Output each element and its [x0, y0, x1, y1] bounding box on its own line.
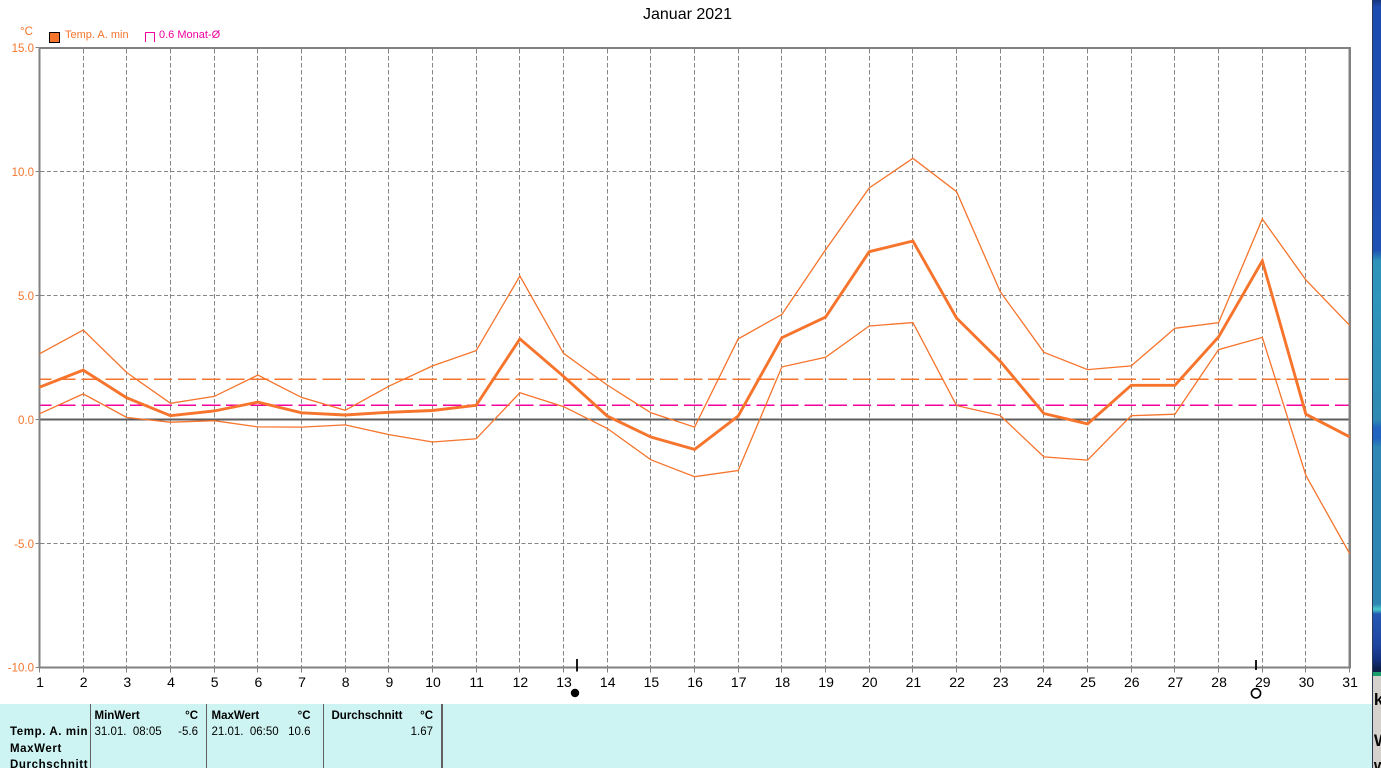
- svg-text:0.0: 0.0: [18, 415, 34, 427]
- svg-text:4: 4: [167, 674, 175, 690]
- svg-text:30: 30: [1299, 674, 1315, 690]
- svg-text:8: 8: [342, 674, 350, 690]
- svg-text:7: 7: [298, 674, 306, 690]
- svg-text:5.0: 5.0: [18, 291, 34, 303]
- svg-text:31: 31: [1342, 674, 1358, 690]
- svg-text:2: 2: [80, 674, 88, 690]
- svg-text:12: 12: [513, 674, 529, 690]
- svg-text:10.0: 10.0: [12, 167, 34, 179]
- svg-text:29: 29: [1255, 674, 1271, 690]
- svg-text:28: 28: [1211, 674, 1227, 690]
- svg-text:16: 16: [687, 674, 703, 690]
- svg-text:21: 21: [906, 674, 922, 690]
- svg-text:6: 6: [255, 674, 263, 690]
- svg-text:22: 22: [949, 674, 965, 690]
- svg-text:°C: °C: [20, 26, 33, 38]
- svg-text:17: 17: [731, 674, 747, 690]
- svg-text:1: 1: [36, 674, 44, 690]
- svg-text:27: 27: [1168, 674, 1184, 690]
- svg-text:25: 25: [1080, 674, 1096, 690]
- svg-text:26: 26: [1124, 674, 1140, 690]
- svg-text:15: 15: [644, 674, 660, 690]
- svg-text:24: 24: [1037, 674, 1053, 690]
- svg-text:14: 14: [600, 674, 616, 690]
- svg-text:13: 13: [556, 674, 572, 690]
- svg-text:10: 10: [425, 674, 441, 690]
- svg-text:20: 20: [862, 674, 878, 690]
- svg-text:23: 23: [993, 674, 1009, 690]
- svg-text:15.0: 15.0: [12, 43, 34, 55]
- svg-text:11: 11: [469, 674, 484, 690]
- svg-text:3: 3: [123, 674, 131, 690]
- svg-text:-10.0: -10.0: [8, 663, 34, 675]
- svg-text:5: 5: [211, 674, 219, 690]
- svg-text:9: 9: [386, 674, 394, 690]
- svg-text:18: 18: [775, 674, 791, 690]
- svg-text:19: 19: [818, 674, 834, 690]
- svg-text:-5.0: -5.0: [14, 539, 34, 551]
